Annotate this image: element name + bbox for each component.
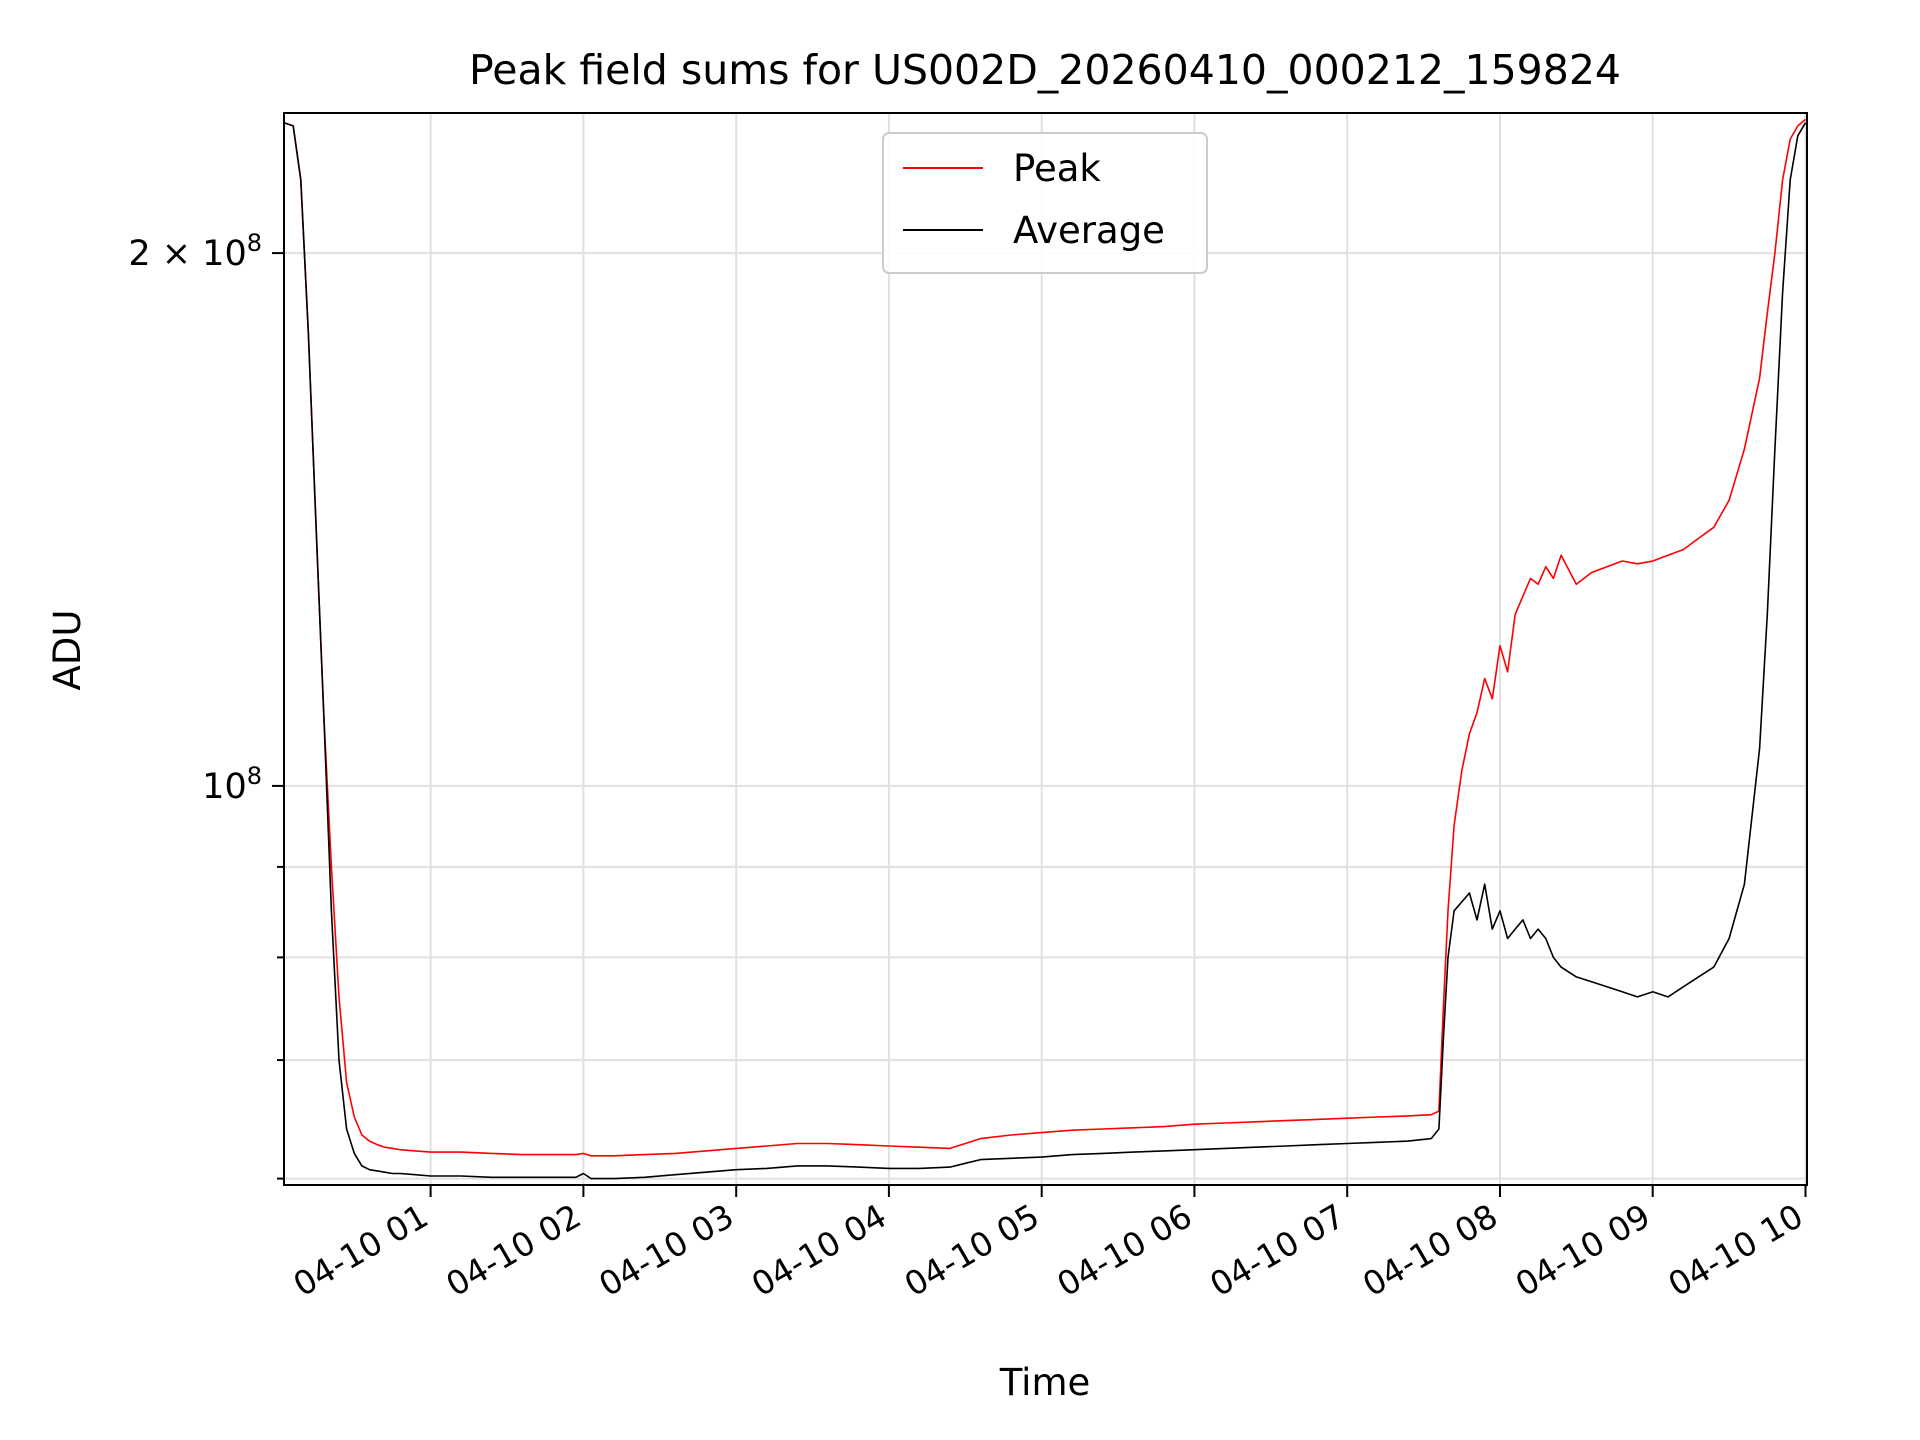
series-line-average [283,121,1807,1180]
series-line-peak [283,118,1807,1157]
y-tick-base: 10 [202,234,247,274]
y-tick-exponent: 8 [247,762,262,790]
y-tick-prefix: 2 × [128,234,202,274]
chart-title: Peak field sums for US002D_20260410_0002… [469,46,1621,94]
y-axis-label: ADU [46,610,89,691]
plot-frame [283,112,1808,1186]
y-tick-label: 108 [202,762,262,807]
legend: Peak Average [882,132,1208,274]
y-tick-label: 2 × 108 [128,229,262,274]
legend-label-average: Average [1013,209,1165,252]
series-layer [283,118,1807,1180]
x-axis-label: Time [999,1361,1091,1404]
y-tick-exponent: 8 [247,229,262,257]
legend-label-peak: Peak [1013,147,1101,190]
y-tick-base: 10 [202,767,247,807]
grid [284,113,1807,1185]
